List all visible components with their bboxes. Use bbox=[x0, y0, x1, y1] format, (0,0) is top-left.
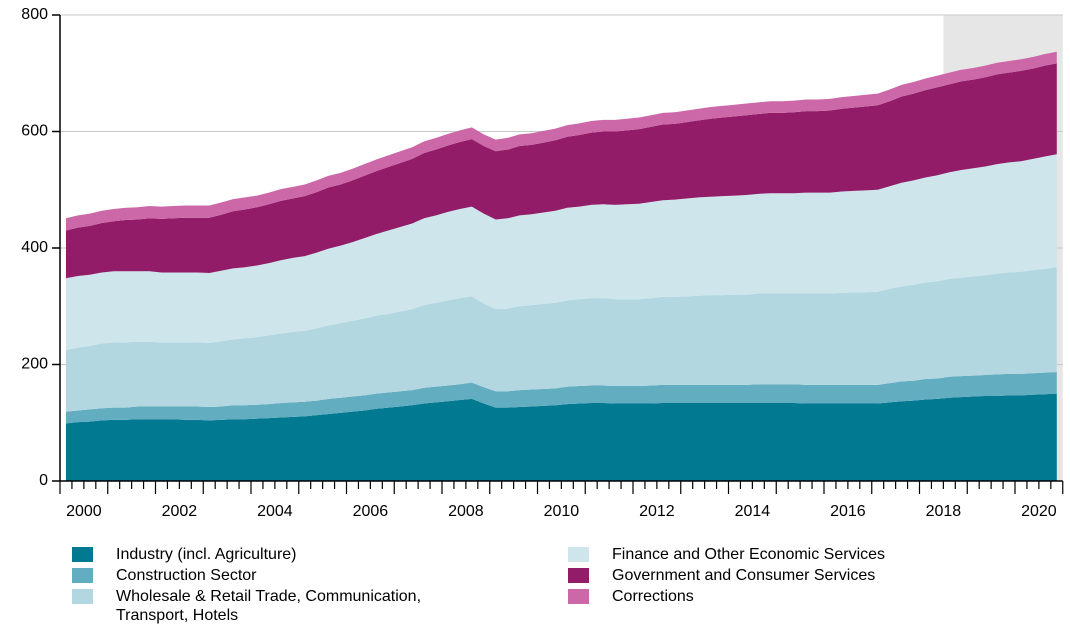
x-tick-label: 2014 bbox=[735, 503, 771, 520]
legend-swatch bbox=[72, 547, 93, 562]
area bbox=[65, 267, 1057, 412]
legend-item: Wholesale & Retail Trade, Communication,… bbox=[72, 587, 568, 625]
legend-swatch bbox=[568, 589, 589, 604]
legend: Industry (incl. Agriculture) Construction… bbox=[72, 545, 1028, 625]
x-tick-label: 2020 bbox=[1021, 503, 1057, 520]
legend-label: Wholesale & Retail Trade, Communication,… bbox=[116, 588, 422, 624]
legend-item: Government and Consumer Services bbox=[568, 566, 1028, 585]
x-tick-label: 2010 bbox=[544, 503, 580, 520]
x-tick-label: 2018 bbox=[926, 503, 962, 520]
legend-item: Construction Sector bbox=[72, 566, 568, 585]
legend-swatch bbox=[72, 568, 93, 583]
x-tick-label: 2000 bbox=[66, 503, 102, 520]
area bbox=[65, 51, 1057, 231]
x-tick-label: 2008 bbox=[448, 503, 484, 520]
area bbox=[65, 372, 1057, 424]
y-tick-label: 400 bbox=[21, 239, 48, 256]
legend-item: Industry (incl. Agriculture) bbox=[72, 545, 568, 564]
y-tick-label: 0 bbox=[39, 472, 48, 489]
y-tick-label: 800 bbox=[21, 6, 48, 23]
legend-label: Finance and Other Economic Services bbox=[612, 546, 886, 563]
x-tick-label: 2004 bbox=[257, 503, 293, 520]
legend-item: Finance and Other Economic Services bbox=[568, 545, 1028, 564]
legend-item: Corrections bbox=[568, 587, 1028, 625]
legend-label: Government and Consumer Services bbox=[612, 567, 876, 584]
x-tick-label: 2006 bbox=[353, 503, 389, 520]
x-tick-label: 2012 bbox=[639, 503, 675, 520]
legend-label: Industry (incl. Agriculture) bbox=[116, 546, 297, 563]
x-tick-label: 2016 bbox=[830, 503, 866, 520]
legend-swatch bbox=[72, 589, 93, 604]
area bbox=[65, 63, 1057, 279]
chart: 0 200 400 600 800 2000 2002 2004 2006 2008 2010 201… bbox=[21, 6, 1064, 520]
legend-swatch bbox=[568, 547, 589, 562]
y-tick-label: 600 bbox=[21, 123, 48, 140]
area bbox=[65, 393, 1057, 481]
area bbox=[65, 154, 1057, 350]
legend-swatch bbox=[568, 568, 589, 583]
legend-label: Corrections bbox=[612, 588, 694, 605]
y-tick-label: 200 bbox=[21, 356, 48, 373]
x-tick-label: 2002 bbox=[162, 503, 198, 520]
legend-label: Construction Sector bbox=[116, 567, 257, 584]
